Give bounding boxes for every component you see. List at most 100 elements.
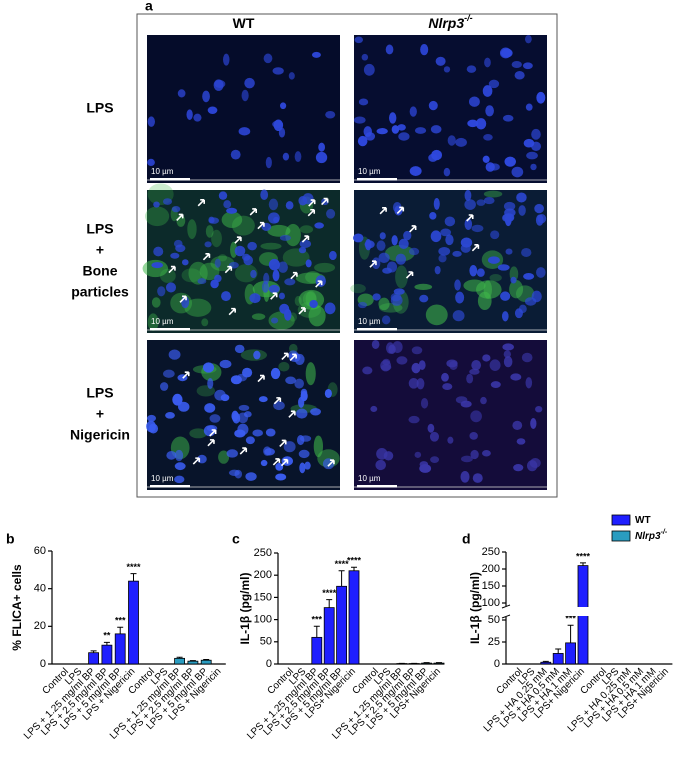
y-tick-label: 250 [482,546,500,558]
nucleus [419,294,429,303]
y-tick-label: 50 [488,614,500,626]
nucleus [263,53,273,64]
nucleus [480,396,487,405]
nucleus [165,411,175,419]
error-bar [103,641,110,646]
bar [101,644,113,665]
nucleus [490,381,501,389]
nucleus [420,397,429,409]
error-bar [176,656,183,659]
nucleus [460,470,470,483]
green-signal [425,304,448,326]
green-signal [147,313,159,331]
nucleus [250,269,257,279]
bar [187,660,199,665]
nucleus [411,362,421,374]
green-signal [251,313,266,320]
nucleus [482,155,490,163]
arrow [471,244,480,252]
nucleus [284,278,296,286]
nucleus [153,246,164,257]
nucleus [245,472,257,481]
nucleus [148,423,159,434]
nucleus [445,234,454,246]
y-tick-label: 40 [34,583,46,595]
arrow [182,371,190,379]
nucleus [467,119,479,128]
arrow [321,197,329,206]
nucleus [238,127,251,136]
nucleus [397,124,406,131]
nucleus [444,216,456,227]
nucleus [414,127,427,134]
nucleus [296,408,308,419]
nucleus [207,106,218,114]
y-tick-label: 250 [254,547,272,559]
arrow [257,374,265,383]
arrow [273,397,282,405]
significance: **** [335,559,350,569]
nucleus [174,449,184,462]
nucleus [362,366,373,375]
nucleus [470,410,482,423]
nucleus [513,464,524,472]
nucleus [165,282,177,293]
nucleus [178,401,190,412]
nucleus [151,262,164,269]
nucleus [522,62,533,70]
arrow [289,353,297,362]
arrow [327,459,335,467]
bar [200,659,212,665]
nucleus [470,449,479,460]
nucleus [476,199,486,206]
y-tick-label: 150 [482,580,500,592]
scale-bar-label: 10 µm [358,167,381,176]
nucleus [294,378,304,389]
significance: *** [565,614,576,624]
micrograph-bg [354,35,547,183]
bar [565,642,576,665]
column-label: Nlrp3-/- [428,13,472,30]
nucleus [299,239,312,248]
nucleus [475,118,487,130]
nucleus [438,246,451,256]
nucleus [186,109,193,120]
bar [323,607,335,665]
nucleus [388,112,397,124]
nucleus [242,367,253,378]
column-label-text: WT [233,15,255,31]
arrow [228,307,236,316]
nucleus [466,373,474,384]
nucleus [285,376,296,385]
nucleus [464,189,472,202]
significance: **** [126,562,141,572]
green-signal [230,241,238,258]
nucleus [234,245,246,257]
arrow [307,208,316,217]
nucleus [273,216,280,224]
nucleus [396,356,408,365]
green-signal [187,219,197,239]
panel-label: d [462,531,471,547]
nucleus [466,65,477,73]
nucleus [471,224,484,233]
scale-bar [150,328,190,331]
significance: ** [103,631,111,641]
nucleus [288,72,295,80]
nucleus [502,114,514,122]
nucleus [174,475,185,484]
row-label: LPS [86,385,113,401]
nucleus [489,359,501,371]
nucleus [392,341,403,354]
green-signal [181,268,202,283]
micrograph: 10 µm [147,35,340,183]
nucleus [280,102,287,110]
nucleus [147,116,155,127]
scale-bar-label: 10 µm [151,474,174,483]
nucleus [234,344,245,354]
green-signal [294,295,302,307]
nucleus [234,429,246,438]
micrograph: 10 µm [354,339,547,490]
nucleus [505,248,513,255]
nucleus [440,228,452,237]
